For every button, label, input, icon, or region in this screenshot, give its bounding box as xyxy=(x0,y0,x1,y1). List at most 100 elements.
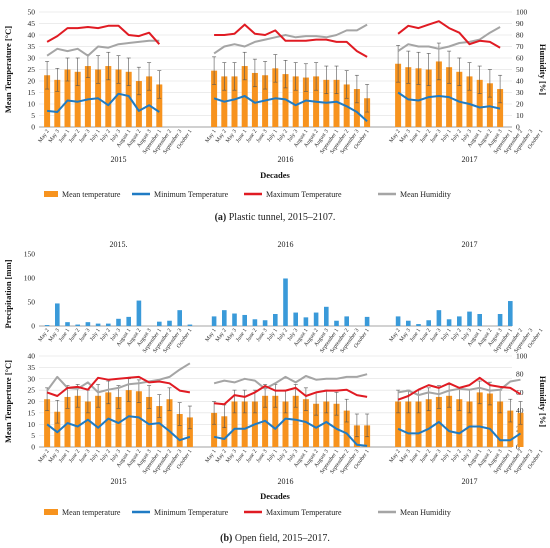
y2-tick-label: 10 xyxy=(516,111,524,120)
line-maximum-temperature xyxy=(46,24,161,45)
caption-b-letter: (b) xyxy=(220,533,233,544)
bar-mean-temperature xyxy=(54,79,61,127)
y-tick-label: 45 xyxy=(28,19,36,28)
bar-mean-temperature xyxy=(251,72,258,127)
year-label: 2016 xyxy=(278,477,294,486)
bar-mean-temperature xyxy=(156,406,163,447)
caption-plastic-tunnel: (a) Plastic tunnel, 2015–2107. xyxy=(0,212,550,223)
bar-mean-temperature xyxy=(415,401,422,447)
bar-precipitation xyxy=(293,312,298,326)
y2-tick-label: 80 xyxy=(516,370,524,379)
y2-tick-label: 50 xyxy=(516,65,524,74)
bar-precipitation xyxy=(477,314,482,326)
bar-precipitation xyxy=(136,300,142,326)
bar-mean-temperature xyxy=(186,417,193,447)
bar-mean-temperature xyxy=(231,76,238,127)
bar-mean-temperature xyxy=(415,68,422,127)
bar-mean-temperature xyxy=(425,399,432,447)
y-tick-label: 15 xyxy=(28,88,36,97)
bar-precipitation xyxy=(334,320,339,326)
y-tick-label: 10 xyxy=(28,420,36,429)
bar-mean-temperature xyxy=(466,76,473,127)
y2-tick-label: 60 xyxy=(516,388,524,397)
bar-mean-temperature xyxy=(405,401,412,447)
bar-mean-temperature xyxy=(135,81,142,127)
bar-precipitation xyxy=(177,310,182,326)
x-tick-label: June 3 xyxy=(429,449,442,464)
year-label: 2017 xyxy=(462,240,478,249)
bar-precipitation xyxy=(95,323,101,326)
bar-mean-temperature xyxy=(476,392,483,447)
x-axis-title: Decades xyxy=(260,170,290,180)
x-tick-label: June 3 xyxy=(429,129,442,144)
bar-mean-temperature xyxy=(507,410,514,447)
y-tick-label: 25 xyxy=(28,65,36,74)
bar-mean-temperature xyxy=(292,395,299,447)
line-minimum-temperature xyxy=(213,95,368,123)
y2-tick-label: 80 xyxy=(516,31,524,40)
x-tick-label: June 3 xyxy=(256,129,269,144)
bar-precipitation xyxy=(55,303,60,326)
bar-precipitation xyxy=(497,314,503,326)
bar-precipitation xyxy=(167,320,172,326)
legend-label-mean-temperature: Mean temperature xyxy=(62,508,121,517)
y-tick-label: 5 xyxy=(31,111,35,120)
bar-mean-temperature xyxy=(44,399,51,447)
bar-mean-temperature xyxy=(105,66,112,127)
line-maximum-temperature xyxy=(46,375,191,397)
bar-mean-temperature xyxy=(353,89,360,127)
line-minimum-temperature xyxy=(397,91,501,110)
y2-axis-title: Humidity [%] xyxy=(538,376,548,427)
y-tick-label: 50 xyxy=(28,298,36,307)
year-label: 2015 xyxy=(111,477,127,486)
bar-mean-temperature xyxy=(486,393,493,447)
y2-tick-label: 20 xyxy=(516,100,524,109)
bar-precipitation xyxy=(157,321,162,326)
line-minimum-temperature xyxy=(46,415,191,442)
year-label: 2016 xyxy=(278,240,294,249)
bar-mean-temperature xyxy=(211,412,218,447)
bar-mean-temperature xyxy=(497,401,504,447)
bar-mean-temperature xyxy=(135,391,142,447)
x-axis-title: Decades xyxy=(260,491,290,501)
bar-mean-temperature xyxy=(395,63,402,127)
x-tick-label: June 3 xyxy=(78,129,91,144)
y-tick-label: 0 xyxy=(31,322,35,331)
legend-swatch-mean-temperature xyxy=(44,191,58,197)
year-label: 2017 xyxy=(462,477,478,486)
bar-mean-temperature xyxy=(221,416,228,447)
y2-axis-title: Humidity [%] xyxy=(538,44,548,95)
bar-mean-temperature xyxy=(405,67,412,127)
bar-mean-temperature xyxy=(44,75,51,127)
y2-tick-label: 40 xyxy=(516,77,524,86)
bar-mean-temperature xyxy=(166,399,173,447)
legend-label-maximum-temperature: Maximum Temperature xyxy=(266,508,342,517)
caption-a-letter: (a) xyxy=(214,212,227,223)
bar-mean-temperature xyxy=(74,71,81,127)
bar-mean-temperature xyxy=(95,395,102,447)
y-tick-label: 30 xyxy=(28,54,36,63)
bar-precipitation xyxy=(65,322,70,326)
bar-mean-temperature xyxy=(425,69,432,127)
y-tick-label: 20 xyxy=(28,77,36,86)
line-maximum-temperature xyxy=(214,23,368,58)
bar-mean-temperature xyxy=(84,401,91,447)
bar-precipitation xyxy=(303,317,309,326)
year-label: 2017 xyxy=(462,155,478,164)
legend-label-mean-humidity: Mean Humidity xyxy=(400,190,451,199)
y-tick-label: 50 xyxy=(28,8,36,17)
bar-precipitation xyxy=(406,320,411,326)
line-maximum-temperature xyxy=(214,385,368,406)
bar-precipitation xyxy=(106,323,111,326)
bar-mean-temperature xyxy=(176,414,183,447)
year-label: 2016 xyxy=(278,155,294,164)
bar-precipitation xyxy=(187,324,193,326)
x-tick-label: June 3 xyxy=(429,328,442,343)
year-label: 2015. xyxy=(110,240,128,249)
bar-mean-temperature xyxy=(146,76,153,127)
bar-mean-temperature xyxy=(156,84,163,127)
bar-mean-temperature xyxy=(64,69,71,127)
bar-mean-temperature xyxy=(333,403,340,447)
line-mean-humidity xyxy=(213,23,368,55)
